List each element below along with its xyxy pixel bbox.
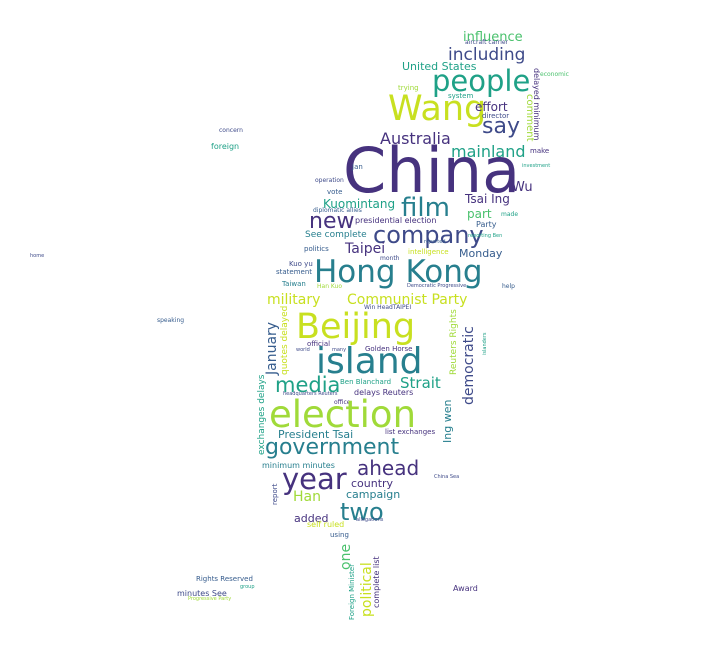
word-united-states: United States (402, 60, 477, 73)
word-world: world (296, 347, 310, 353)
word-january: January (264, 321, 280, 375)
word-using: using (330, 531, 349, 539)
word-media: media (275, 373, 341, 397)
word-campaign: campaign (346, 488, 401, 501)
word-reported: reported (424, 239, 446, 245)
word-china: China (343, 134, 521, 207)
word-kuomintang: Kuomintang (323, 197, 396, 211)
word-part: part (467, 207, 492, 221)
word-speaking: speaking (157, 317, 185, 324)
word-china-sea: China Sea (434, 474, 460, 480)
word-self-ruled: self ruled (307, 520, 345, 529)
word-minutes-see: minutes See (177, 589, 227, 598)
word-award: Award (453, 584, 478, 593)
word-han: Han (293, 489, 321, 505)
word-democratic-progressive: Democratic Progressive (407, 283, 467, 289)
word-month: month (380, 255, 400, 262)
word-group: group (240, 584, 255, 590)
word-wu: Wu (512, 180, 533, 195)
word-democratic: democratic (461, 326, 477, 405)
word-allegations: allegations (356, 517, 384, 523)
word-jan: Jan (352, 163, 363, 171)
word-rights-reserved: Rights Reserved (196, 575, 253, 583)
word-company: company (373, 221, 484, 249)
word-help: help (502, 283, 515, 290)
word-make: make (530, 147, 550, 155)
word-han-kuo: Han Kuo (317, 283, 343, 290)
word-president-tsai: President Tsai (278, 428, 354, 441)
word-delays-reuters: delays Reuters (354, 388, 414, 397)
word-report: report (271, 483, 279, 505)
word-australia: Australia (380, 129, 451, 148)
word-islanders: islanders (482, 332, 488, 355)
word-presidential-election: presidential election (355, 216, 437, 225)
word-strait: Strait (400, 374, 441, 392)
word-including: including (448, 45, 526, 65)
word-win-headtaipei: Win HeadTAIPEI (364, 304, 412, 311)
word-ing-wen: Ing wen (441, 399, 454, 443)
word-reporting-ben: reporting Ben (468, 233, 503, 239)
word-intelligence: intelligence (408, 248, 449, 256)
word-official: official (307, 340, 331, 348)
word-progressive-party: Progressive Party (188, 596, 232, 602)
word-vote: vote (327, 188, 343, 196)
word-tsai-ing: Tsai Ing (465, 192, 510, 206)
word-military: military (267, 292, 321, 308)
word-country: country (351, 477, 394, 490)
word-election: election (269, 393, 417, 436)
word-people: people (432, 64, 531, 98)
word-concern: concern (219, 127, 243, 134)
word-hong-kong: Hong Kong (314, 254, 483, 290)
word-statement: statement (276, 268, 313, 276)
word-complete-list: complete list (372, 556, 381, 608)
word-ben-blanchard: Ben Blanchard (340, 378, 392, 386)
word-foreign-minister: Foreign Minister (348, 563, 356, 620)
word-government: government (265, 435, 400, 460)
word-comment: comment (524, 94, 535, 142)
word-say: say (482, 114, 520, 139)
word-party: Party (476, 220, 497, 229)
word-home: home (30, 253, 45, 259)
word-foreign: foreign (211, 142, 240, 151)
word-year: year (282, 462, 347, 496)
word-wang: Wang (388, 89, 487, 129)
word-operation: operation (315, 177, 344, 184)
word-system: system (448, 92, 474, 100)
word-communist-party: Communist Party (347, 292, 468, 308)
word-quotes-delayed: quotes delayed (280, 305, 290, 375)
word-diplomatic-allies: diplomatic allies (313, 207, 362, 214)
word-see-complete: See complete (305, 230, 367, 240)
word-many: many (332, 347, 347, 353)
word-mainland: mainland (451, 142, 526, 161)
word-influence: influence (463, 30, 523, 45)
word-minimum-minutes: minimum minutes (262, 461, 335, 470)
word-added: added (294, 512, 329, 525)
word-two: two (340, 498, 384, 526)
word-effort: effort (475, 100, 508, 114)
word-film: film (401, 193, 450, 223)
word-investment: investment (522, 163, 551, 169)
word-office: office (334, 399, 351, 406)
word-politics: politics (304, 245, 329, 253)
word-kuo-yu: Kuo yu (289, 260, 313, 268)
word-island: island (316, 341, 423, 382)
word-trying: trying (398, 84, 419, 92)
word-new: new (309, 209, 355, 234)
word-golden-horse: Golden Horse (365, 345, 413, 353)
word-beijing: Beijing (296, 307, 416, 347)
word-ahead: ahead (357, 456, 420, 480)
word-director: director (482, 112, 510, 120)
word-made: made (501, 211, 519, 218)
word-taiwan: Taiwan (282, 280, 306, 288)
word-headquarters-reuters: headquarters Reuters (283, 391, 338, 397)
word-economic: economic (540, 71, 569, 78)
word-taipei: Taipei (345, 241, 386, 257)
word-aircraft-carrier: aircraft carrier (465, 39, 509, 46)
word-list-exchanges: list exchanges (385, 428, 436, 436)
word-monday: Monday (459, 247, 503, 260)
word-reuters-rights: Reuters Rights (449, 309, 459, 375)
